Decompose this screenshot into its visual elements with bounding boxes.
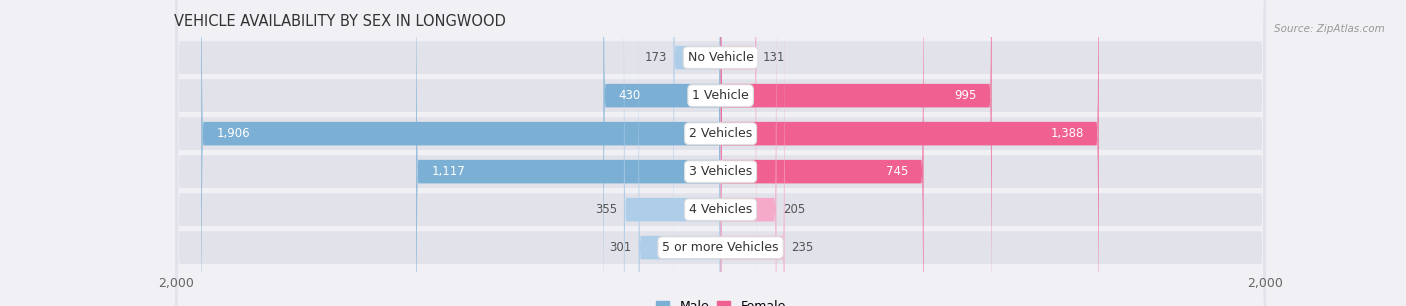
FancyBboxPatch shape [721, 0, 756, 306]
FancyBboxPatch shape [416, 0, 721, 306]
Text: No Vehicle: No Vehicle [688, 51, 754, 64]
FancyBboxPatch shape [176, 0, 1265, 306]
Text: 1,906: 1,906 [217, 127, 250, 140]
FancyBboxPatch shape [176, 0, 1265, 306]
FancyBboxPatch shape [721, 0, 776, 306]
Text: 745: 745 [886, 165, 908, 178]
Text: 1 Vehicle: 1 Vehicle [692, 89, 749, 102]
Text: 301: 301 [610, 241, 631, 254]
FancyBboxPatch shape [176, 0, 1265, 306]
FancyBboxPatch shape [721, 0, 785, 306]
FancyBboxPatch shape [721, 0, 1098, 306]
Text: 355: 355 [595, 203, 617, 216]
Text: Source: ZipAtlas.com: Source: ZipAtlas.com [1274, 24, 1385, 35]
FancyBboxPatch shape [201, 0, 721, 306]
FancyBboxPatch shape [673, 0, 721, 306]
Text: VEHICLE AVAILABILITY BY SEX IN LONGWOOD: VEHICLE AVAILABILITY BY SEX IN LONGWOOD [173, 13, 505, 28]
Text: 131: 131 [763, 51, 786, 64]
Text: 1,117: 1,117 [432, 165, 465, 178]
FancyBboxPatch shape [638, 0, 721, 306]
Text: 2 Vehicles: 2 Vehicles [689, 127, 752, 140]
FancyBboxPatch shape [176, 0, 1265, 306]
Text: 235: 235 [792, 241, 814, 254]
Text: 5 or more Vehicles: 5 or more Vehicles [662, 241, 779, 254]
FancyBboxPatch shape [721, 0, 924, 306]
FancyBboxPatch shape [721, 0, 991, 306]
Text: 4 Vehicles: 4 Vehicles [689, 203, 752, 216]
FancyBboxPatch shape [176, 0, 1265, 306]
Legend: Male, Female: Male, Female [651, 295, 790, 306]
FancyBboxPatch shape [176, 0, 1265, 306]
FancyBboxPatch shape [624, 0, 721, 306]
Text: 995: 995 [955, 89, 977, 102]
Text: 3 Vehicles: 3 Vehicles [689, 165, 752, 178]
Text: 205: 205 [783, 203, 806, 216]
Text: 430: 430 [619, 89, 641, 102]
FancyBboxPatch shape [603, 0, 721, 306]
Text: 173: 173 [644, 51, 666, 64]
Text: 1,388: 1,388 [1050, 127, 1084, 140]
